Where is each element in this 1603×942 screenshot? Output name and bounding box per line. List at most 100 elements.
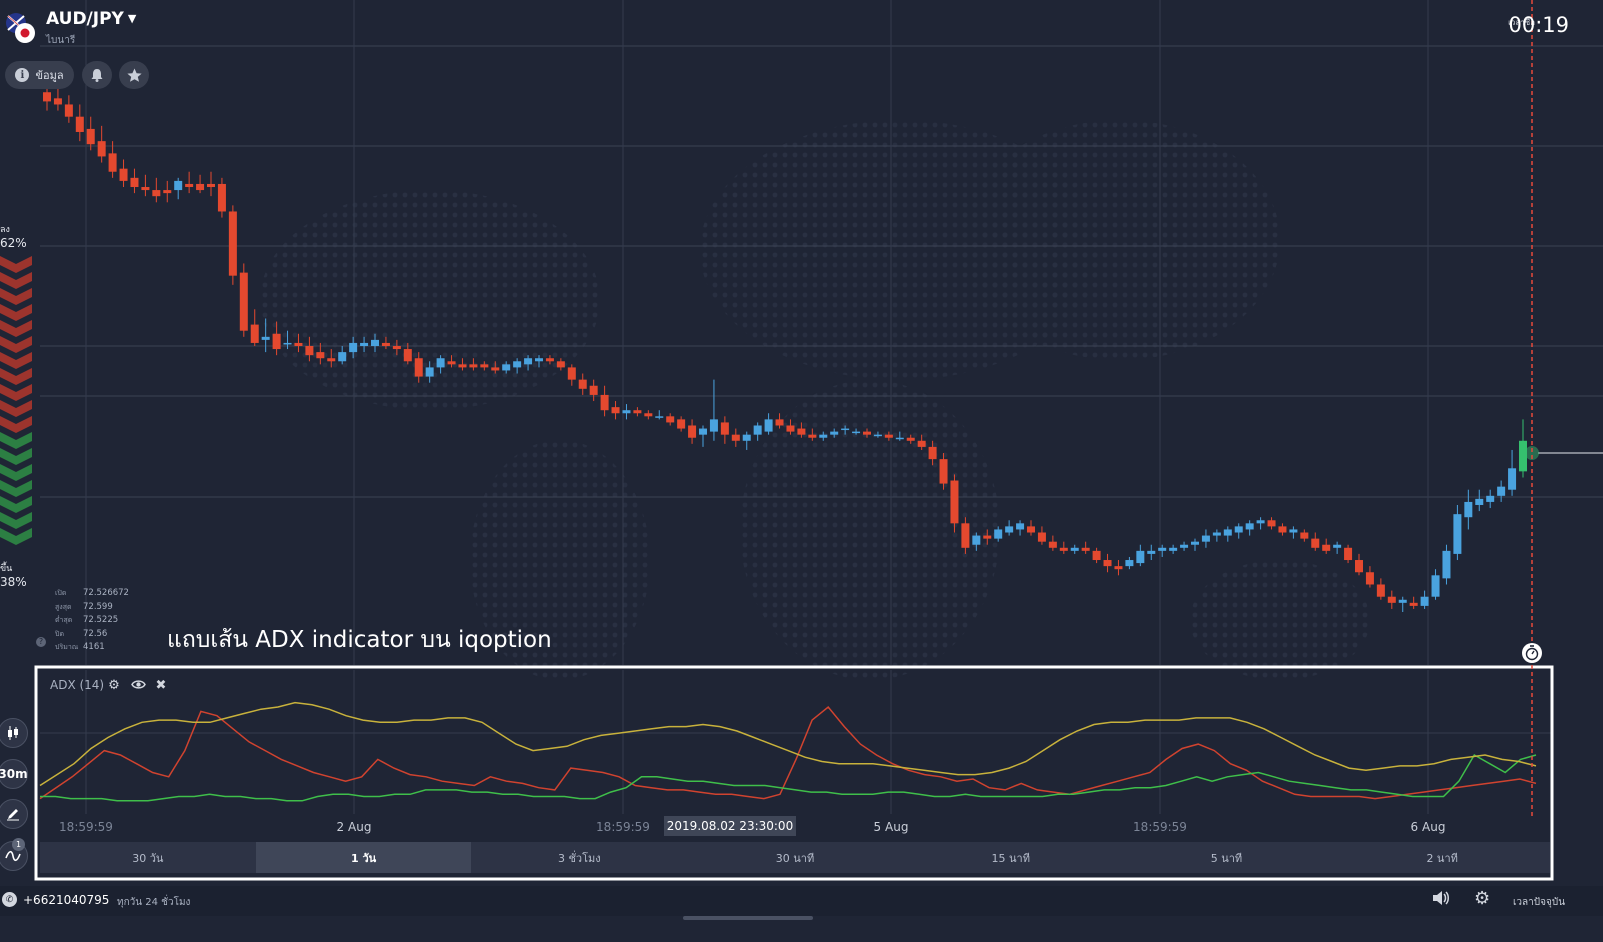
world-map-background — [260, 120, 1370, 680]
candle — [742, 431, 751, 450]
candle — [1475, 489, 1484, 512]
asset-name: AUD/JPY — [46, 9, 124, 29]
candlestick-icon — [8, 726, 18, 740]
candle — [447, 355, 456, 368]
candle — [1081, 541, 1090, 554]
x-tick-label: 18:59:59 — [596, 820, 650, 834]
candle — [1180, 541, 1189, 551]
scroll-handle[interactable] — [683, 916, 813, 920]
volume-label: ปริมาณ — [55, 643, 79, 652]
candle — [349, 336, 358, 359]
candle — [185, 171, 194, 194]
x-tick-label: 6 Aug — [1410, 820, 1446, 834]
chart-type-button[interactable] — [0, 718, 28, 748]
candle — [709, 379, 718, 441]
eye-icon[interactable] — [130, 678, 146, 695]
instrument-type: ไบนารี — [46, 35, 76, 46]
candle — [764, 413, 773, 435]
candle — [753, 422, 762, 441]
di-plus-line — [40, 753, 1537, 802]
candle — [272, 321, 281, 356]
live-price-glow — [1525, 446, 1539, 461]
sentiment-down-percent: 62% — [0, 236, 27, 250]
speaker-icon[interactable] — [1432, 890, 1450, 910]
drawing-tools-button[interactable] — [0, 799, 28, 829]
gear-icon[interactable]: ⚙ — [108, 678, 120, 693]
period-option[interactable]: 30 นาที — [775, 851, 815, 865]
period-option[interactable]: 5 นาที — [1210, 851, 1243, 865]
candle — [622, 404, 631, 420]
candle — [873, 431, 882, 438]
candle — [1070, 544, 1079, 554]
candle — [163, 180, 172, 203]
sentiment-chevron — [0, 528, 32, 545]
gear-icon[interactable]: ⚙ — [1474, 888, 1491, 909]
sentiment-chevron — [0, 256, 32, 273]
candle — [360, 336, 369, 353]
candle — [119, 159, 128, 188]
low-value: 72.5225 — [83, 615, 119, 626]
period-option[interactable]: 15 นาที — [991, 851, 1030, 865]
candle — [1376, 578, 1385, 600]
info-button[interactable]: i ข้อมูล — [5, 61, 74, 89]
sentiment-chevron — [0, 288, 32, 305]
candle — [64, 95, 73, 123]
footer-bar — [0, 886, 1603, 916]
candle — [1005, 520, 1014, 536]
candle — [1344, 544, 1353, 564]
expiry-timer-icon[interactable] — [1522, 643, 1542, 663]
candle — [1486, 489, 1495, 509]
candle — [895, 431, 904, 441]
candle — [797, 422, 806, 438]
candle — [1114, 560, 1123, 576]
candle — [283, 330, 292, 350]
sentiment-up-label: ขึ้น — [0, 564, 13, 574]
candle — [556, 358, 565, 371]
sentiment-up-percent: 38% — [0, 575, 27, 589]
help-icon[interactable]: ? — [36, 637, 46, 647]
candle — [174, 177, 183, 200]
candle — [196, 174, 205, 194]
candle — [1497, 480, 1506, 502]
candle — [655, 410, 664, 420]
candle — [600, 385, 609, 417]
candle — [1016, 520, 1025, 536]
candle — [677, 416, 686, 432]
period-option[interactable]: 3 ชั่วโมง — [557, 851, 601, 865]
candle — [513, 358, 522, 374]
candle — [1387, 590, 1396, 609]
candle — [666, 413, 675, 426]
timeframe-button[interactable]: 30m — [0, 759, 28, 789]
period-option[interactable]: 2 นาที — [1426, 851, 1458, 865]
candle — [545, 355, 554, 365]
sentiment-chevron — [0, 496, 32, 513]
candle — [863, 428, 871, 438]
candle — [1453, 504, 1462, 561]
sentiment-chevron — [0, 480, 32, 497]
favorite-button[interactable] — [119, 61, 149, 89]
adx-line — [39, 701, 1537, 787]
sentiment-chevron — [0, 368, 32, 385]
candle — [207, 171, 215, 197]
close-icon[interactable]: ✖ — [155, 678, 167, 693]
sentiment-chevron — [0, 384, 32, 401]
candle — [1212, 529, 1221, 542]
candle — [1147, 544, 1156, 561]
support-phone[interactable]: ✆ +6621040795 — [2, 892, 109, 907]
sentiment-chevron — [0, 352, 32, 369]
alert-button[interactable] — [82, 61, 112, 89]
candle — [1322, 538, 1331, 554]
candle — [86, 116, 95, 151]
period-option[interactable]: 30 วัน — [132, 851, 164, 865]
candle — [305, 336, 314, 362]
sentiment-chevron — [0, 304, 32, 321]
adx-indicator-label: ADX (14) — [50, 678, 105, 692]
sentiment-chevron — [0, 416, 32, 433]
candle — [239, 263, 248, 337]
candle — [1519, 419, 1527, 478]
asset-selector[interactable]: AUD/JPY ▼ — [46, 9, 136, 29]
period-option-active[interactable]: 1 วัน — [255, 842, 472, 873]
candle — [1365, 566, 1374, 588]
candle — [414, 352, 423, 383]
